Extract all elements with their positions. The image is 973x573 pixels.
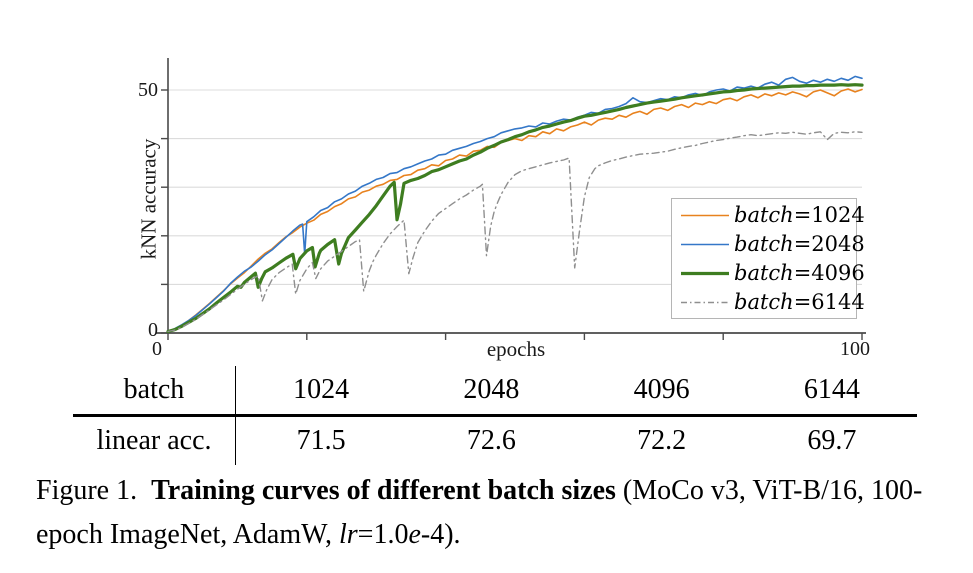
table-value-6144: 69.7 [807,425,857,456]
chart-legend: batch=1024 batch=2048 batch=4096 batch=6… [671,198,865,319]
table-header-4096: 4096 [576,366,747,417]
caption-detail: (MoCo v3, [622,475,746,506]
figure-caption: Figure 1. Training curves of different ba… [36,469,951,557]
caption-figure-number: Figure 1. [36,475,138,506]
table-header-2048: 2048 [406,366,577,417]
legend-entry-batch-1024: batch=1024 [672,201,865,230]
y-axis-label: kNN accuracy [136,138,161,260]
table-row-label-linear-acc: linear acc. [73,417,236,465]
x-tick-label-0: 0 [152,338,162,360]
table-header-batch: batch [73,366,236,417]
legend-label: batch=6144 [734,289,865,314]
linear-accuracy-table: batch 1024 2048 4096 6144 linear acc. 71… [73,366,917,465]
legend-line-sample-2048-icon [681,243,729,245]
y-tick-label-0: 0 [148,319,158,341]
table-value-1024: 71.5 [296,425,346,456]
table-value-4096: 72.2 [637,425,687,456]
legend-label: batch=4096 [734,260,865,285]
legend-line-sample-1024-icon [681,214,729,216]
x-axis-label: epochs [486,337,546,361]
y-tick-label-50: 50 [138,79,158,101]
x-tick-label-100: 100 [840,338,870,360]
legend-line-sample-6144-icon [681,301,729,303]
legend-line-sample-4096-icon [681,271,729,275]
caption-title: Training curves of different batch sizes [151,475,616,506]
table-header-1024: 1024 [236,366,407,417]
legend-label: batch=2048 [734,231,865,256]
legend-label: batch=1024 [734,202,865,227]
training-curves-chart [156,58,866,340]
legend-entry-batch-2048: batch=2048 [672,230,865,259]
caption-detail-line2: ViT-B/16, 100-epoch ImageNet, AdamW, lr=… [36,475,923,550]
legend-entry-batch-6144: batch=6144 [672,288,865,317]
table-header-6144: 6144 [746,366,917,417]
legend-entry-batch-4096: batch=4096 [672,259,865,288]
table-value-2048: 72.6 [466,425,516,456]
